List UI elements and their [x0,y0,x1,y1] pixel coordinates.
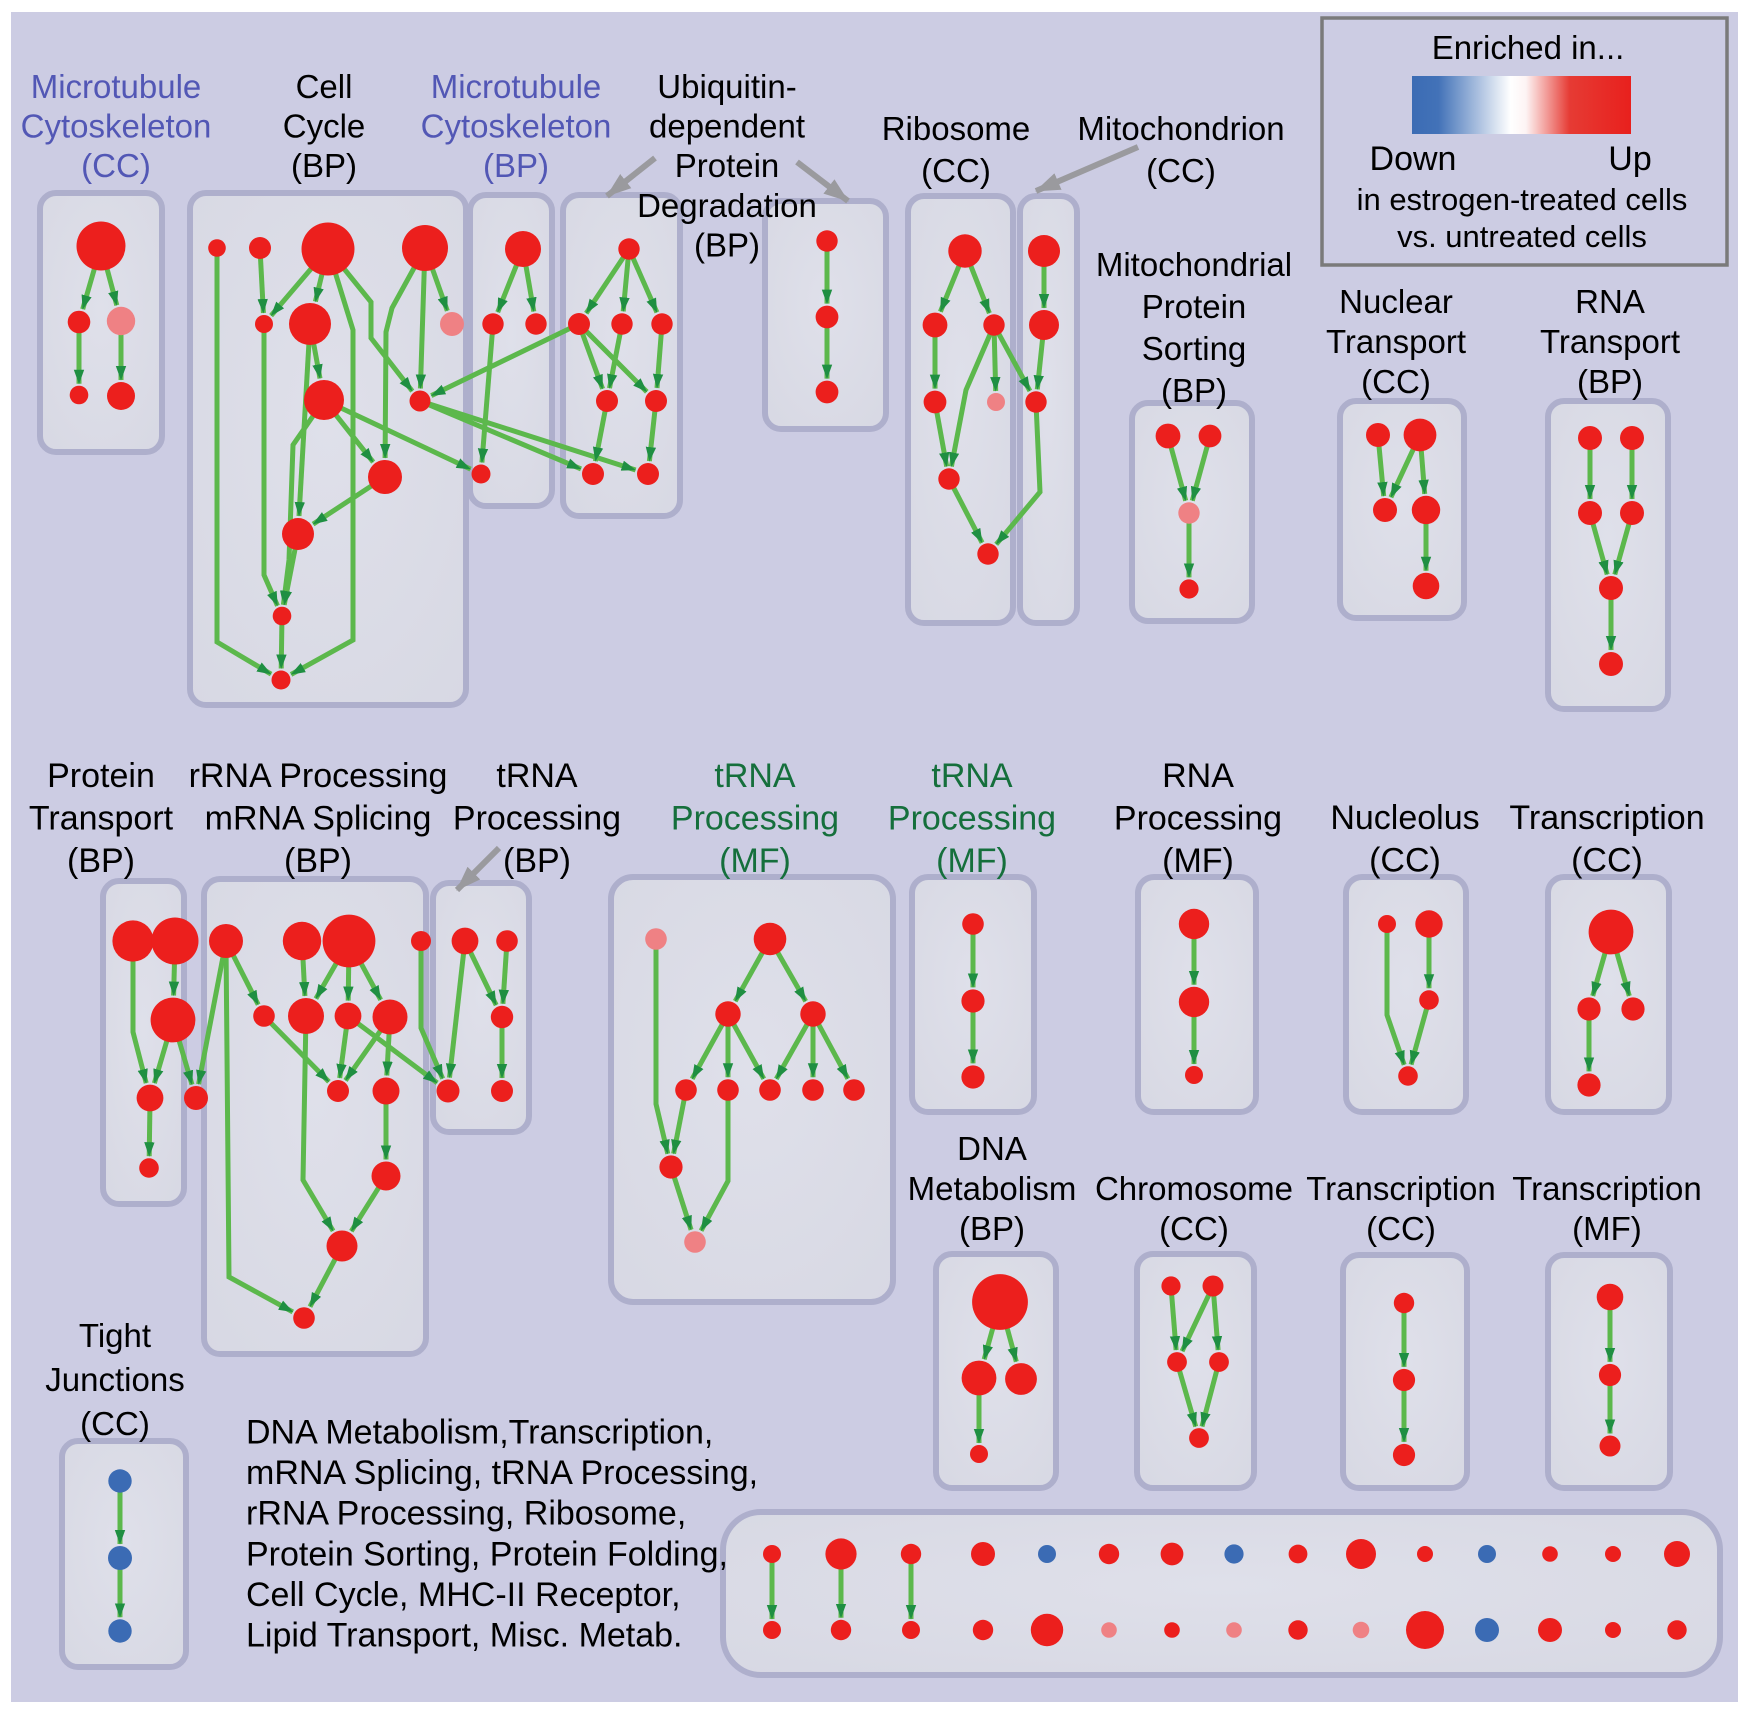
svg-text:(MF): (MF) [1162,842,1234,880]
svg-text:mRNA Splicing, tRNA Processing: mRNA Splicing, tRNA Processing, [246,1454,758,1492]
svg-text:(BP): (BP) [284,842,352,880]
svg-text:DNA: DNA [957,1130,1027,1167]
svg-text:Processing: Processing [453,800,621,838]
svg-text:(BP): (BP) [1161,372,1227,409]
svg-text:Processing: Processing [671,800,839,838]
svg-text:Nuclear: Nuclear [1339,283,1453,320]
svg-text:RNA: RNA [1575,283,1645,320]
svg-text:(MF): (MF) [1572,1210,1642,1247]
svg-text:(BP): (BP) [959,1210,1025,1247]
svg-text:Cycle: Cycle [283,108,366,145]
svg-text:(BP): (BP) [694,226,760,263]
svg-text:DNA Metabolism,Transcription,: DNA Metabolism,Transcription, [246,1414,713,1452]
svg-text:in estrogen-treated cells: in estrogen-treated cells [1357,182,1688,217]
svg-text:Cytoskeleton: Cytoskeleton [421,108,612,145]
svg-text:tRNA: tRNA [931,757,1013,795]
svg-text:Transcription: Transcription [1512,1170,1702,1207]
svg-text:(CC): (CC) [1571,842,1643,880]
svg-text:Nucleolus: Nucleolus [1330,799,1479,837]
svg-text:Processing: Processing [888,800,1056,838]
svg-text:Ribosome: Ribosome [882,110,1031,147]
svg-text:Chromosome: Chromosome [1095,1170,1293,1207]
svg-text:Protein Sorting, Protein Foldi: Protein Sorting, Protein Folding, [246,1535,728,1573]
svg-text:Junctions: Junctions [45,1361,184,1398]
svg-text:Mitochondrion: Mitochondrion [1077,110,1284,147]
svg-text:Transcription: Transcription [1306,1170,1496,1207]
svg-text:(CC): (CC) [81,147,151,184]
svg-text:Lipid Transport, Misc. Metab.: Lipid Transport, Misc. Metab. [246,1617,683,1655]
svg-text:(BP): (BP) [483,147,549,184]
svg-text:tRNA: tRNA [496,757,578,795]
svg-text:(CC): (CC) [1369,842,1441,880]
svg-text:Ubiquitin-: Ubiquitin- [657,68,796,105]
svg-text:Cell Cycle, MHC-II Receptor,: Cell Cycle, MHC-II Receptor, [246,1576,681,1614]
svg-text:Transport: Transport [1326,323,1466,360]
svg-text:(BP): (BP) [67,842,135,880]
svg-text:Mitochondrial: Mitochondrial [1096,246,1292,283]
svg-text:Protein: Protein [47,757,155,795]
svg-text:tRNA: tRNA [714,757,796,795]
svg-text:Tight: Tight [79,1317,151,1354]
svg-text:(BP): (BP) [1577,363,1643,400]
svg-text:Enriched in...: Enriched in... [1432,29,1625,66]
svg-text:Processing: Processing [1114,800,1282,838]
svg-text:(BP): (BP) [503,842,571,880]
svg-text:(CC): (CC) [1361,363,1431,400]
svg-text:Transcription: Transcription [1509,799,1704,837]
svg-text:(CC): (CC) [80,1405,150,1442]
svg-text:Microtubule: Microtubule [431,68,602,105]
svg-text:Microtubule: Microtubule [31,68,202,105]
svg-text:dependent: dependent [649,108,805,145]
svg-text:vs. untreated cells: vs. untreated cells [1397,219,1647,254]
svg-text:rRNA Processing: rRNA Processing [189,757,448,795]
svg-text:Transport: Transport [29,800,174,838]
svg-text:Up: Up [1608,140,1651,178]
svg-text:(BP): (BP) [291,147,357,184]
svg-text:(CC): (CC) [1366,1210,1436,1247]
svg-text:Metabolism: Metabolism [908,1170,1077,1207]
svg-text:Down: Down [1370,140,1457,178]
svg-text:(CC): (CC) [1146,152,1216,189]
svg-text:Degradation: Degradation [637,187,817,224]
svg-text:(CC): (CC) [921,152,991,189]
svg-text:mRNA Splicing: mRNA Splicing [205,800,432,838]
svg-text:RNA: RNA [1162,757,1234,795]
svg-text:Transport: Transport [1540,323,1680,360]
svg-text:Cell: Cell [296,68,353,105]
svg-text:Cytoskeleton: Cytoskeleton [21,108,212,145]
svg-text:rRNA Processing, Ribosome,: rRNA Processing, Ribosome, [246,1495,686,1533]
svg-text:Sorting: Sorting [1142,330,1247,367]
svg-text:Protein: Protein [675,147,780,184]
svg-text:Protein: Protein [1142,288,1247,325]
svg-text:(MF): (MF) [936,842,1008,880]
svg-text:(MF): (MF) [719,842,791,880]
svg-text:(CC): (CC) [1159,1210,1229,1247]
